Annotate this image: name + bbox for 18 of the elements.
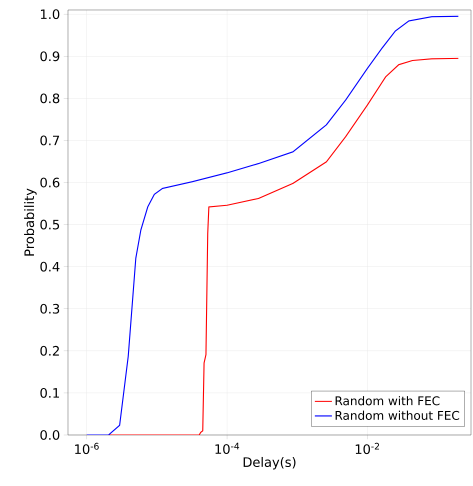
x-tick-label: 10$^{-6}$ [75, 442, 99, 454]
y-axis-title: Probability [24, 188, 37, 256]
x-axis-title: Delay(s) [244, 456, 296, 470]
legend-label: Random with FEC [336, 396, 440, 406]
y-tick-label: 0.2 [40, 346, 59, 356]
legend-label: Random without FEC [336, 410, 460, 420]
y-tick-label: 0.8 [40, 93, 60, 104]
y-tick-label: 1.0 [40, 9, 60, 20]
y-tick-label: 0.6 [40, 178, 60, 188]
y-tick-label: 0.4 [40, 262, 60, 272]
y-tick-label: 0.9 [40, 51, 60, 62]
y-tick-label: 0.7 [40, 136, 60, 146]
y-tick-label: 0.1 [40, 388, 59, 398]
y-tick-label: 0.0 [40, 430, 60, 440]
x-tick-label: 10$^{-4}$ [215, 442, 240, 454]
y-tick-label: 0.5 [40, 220, 60, 230]
x-tick-label: 10$^{-2}$ [356, 442, 380, 454]
y-tick-label: 0.3 [40, 304, 60, 314]
